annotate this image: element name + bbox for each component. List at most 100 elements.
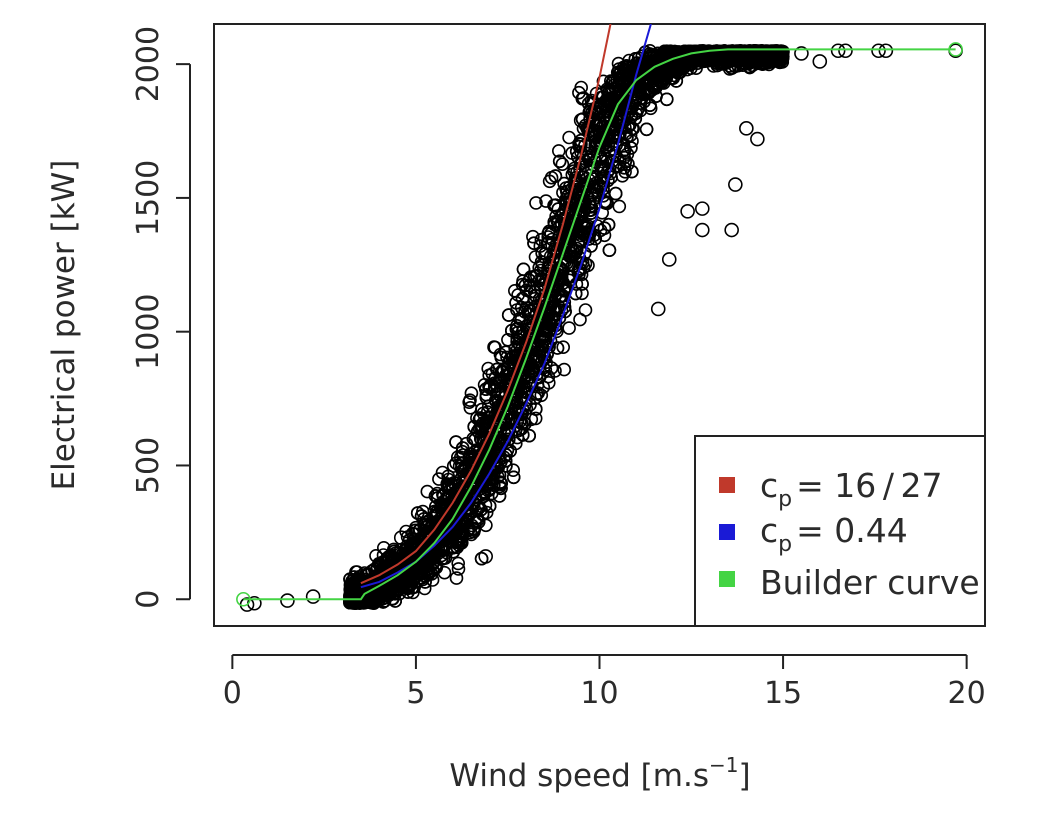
data-point [731,52,745,67]
data-point [615,68,629,83]
data-point [601,173,615,188]
data-point [601,217,616,232]
data-point [430,491,445,505]
data-point [639,122,654,137]
data-point [492,489,507,503]
data-point [494,476,509,491]
data-point [673,58,688,72]
legend-label-builder-curve: Builder curve [760,563,980,602]
data-point [661,252,677,267]
data-point [650,46,665,61]
data-point [490,362,504,377]
data-point [756,56,771,71]
data-point [608,186,623,201]
data-point [563,250,578,264]
data-point [403,577,418,592]
data-point [357,595,372,609]
legend-label-cp-betz: cp = 16 / 27 [760,466,943,512]
data-point [612,199,627,214]
data-point [514,407,528,422]
data-point [543,275,557,289]
data-point [557,282,572,297]
data-point [558,304,572,319]
data-point [603,91,618,107]
data-point [739,121,754,136]
legend-swatch-cp-betz [719,477,735,493]
data-point [745,52,760,66]
data-point [536,324,551,338]
data-point [562,269,576,283]
data-point [541,369,556,384]
data-point [812,54,828,69]
data-point [449,532,464,547]
data-point [455,464,470,478]
data-point [575,286,589,301]
data-point [522,303,537,318]
data-point [402,532,417,547]
data-point [602,243,617,257]
data-point [573,312,587,327]
legend-label-cp-044: cp = 0.44 [760,511,908,557]
data-point [511,288,525,302]
legend-swatch-cp-044 [719,524,735,540]
data-point [552,154,567,169]
data-point [455,441,470,455]
y-tick-label: 1500 [131,160,166,236]
data-point [669,65,684,79]
data-point [616,144,630,158]
data-point [516,262,531,277]
builder-curve-point [948,42,963,57]
data-point [501,308,516,322]
data-point [498,454,513,468]
data-point [384,548,399,563]
data-point [532,344,547,359]
data-point [497,416,512,431]
data-point [694,222,710,238]
data-point [472,421,487,436]
data-point [457,461,472,476]
plot-frame [213,23,986,627]
data-point [575,277,589,291]
data-point [482,499,497,513]
data-point [474,551,489,566]
data-point [463,393,477,408]
data-point [471,515,486,529]
data-point [617,161,632,175]
data-point [701,46,715,61]
data-point [625,164,639,179]
y-tick-label: 0 [131,590,166,609]
data-point [830,43,846,59]
data-point [620,130,634,145]
x-tick-label: 10 [580,676,618,711]
data-point [597,221,612,235]
data-point [451,562,466,576]
data-point [305,589,321,604]
legend-box [694,435,986,627]
data-point [473,482,487,496]
builder-curve [243,48,956,601]
data-point [565,195,579,209]
data-point [441,481,455,495]
data-point [493,455,508,469]
data-point [464,386,479,401]
data-point [463,449,477,464]
legend: cp = 16 / 27 cp = 0.44 Builder curve [694,435,986,627]
data-point [506,463,521,478]
data-point [494,481,508,496]
data-point [766,44,780,59]
data-point [470,424,485,439]
data-point [573,113,589,128]
data-point [509,295,523,310]
data-point [435,538,449,553]
data-point [591,116,606,130]
data-point [544,226,558,241]
data-point [405,546,420,561]
data-point [420,484,435,499]
data-point [478,549,493,564]
data-point [568,171,583,185]
data-point [750,131,765,147]
data-point [501,432,516,447]
data-point [541,375,556,390]
x-axis-title: Wind speed [m.s−1] [449,753,750,794]
